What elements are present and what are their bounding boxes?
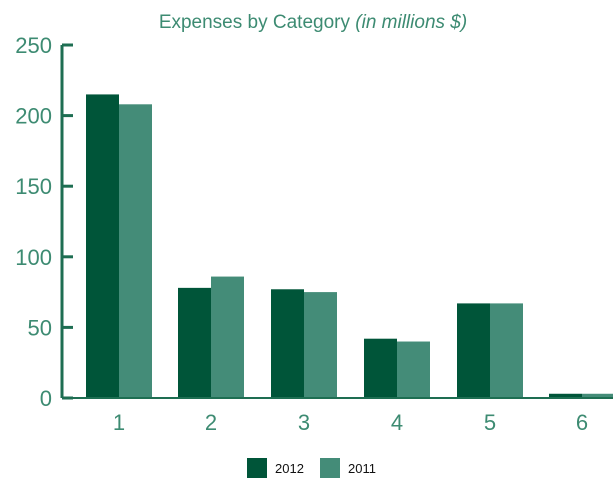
bar-2012-cat-3: [271, 289, 304, 398]
legend-swatch-2012: [247, 458, 267, 478]
bar-2011-cat-5: [490, 303, 523, 398]
chart-title-main: Expenses by Category: [159, 12, 351, 33]
plot-area: 0 50 100 150 200 250 1 2 3 4 5 6: [15, 33, 613, 435]
legend-label-2012: 2012: [275, 461, 304, 476]
bar-2012-cat-5: [457, 303, 490, 398]
y-tick-label: 150: [15, 174, 52, 199]
legend: 2012 2011: [247, 458, 376, 478]
x-tick-label: 5: [484, 410, 496, 435]
chart-subtitle: (in millions $): [355, 12, 467, 33]
bar-2012-cat-2: [178, 287, 211, 398]
bar-2011-cat-6: [582, 393, 613, 398]
chart-title: Expenses by Category (in millions $): [159, 12, 467, 33]
bar-2011-cat-3: [304, 292, 337, 398]
bar-2011-cat-1: [119, 104, 152, 398]
y-tick-label: 50: [28, 315, 52, 340]
y-tick-label: 0: [40, 386, 52, 411]
y-tick-label: 250: [15, 33, 52, 58]
bar-2012-cat-1: [86, 94, 119, 399]
bar-2012-cat-4: [364, 338, 397, 398]
legend-label-2011: 2011: [348, 461, 376, 476]
x-tick-label: 6: [576, 410, 588, 435]
bar-2011-cat-2: [211, 276, 244, 398]
x-tick-label: 2: [205, 410, 217, 435]
x-tick-label: 4: [391, 410, 403, 435]
x-tick-label: 1: [113, 410, 125, 435]
bar-2012-cat-6: [549, 393, 582, 398]
x-tick-label: 3: [298, 410, 310, 435]
legend-swatch-2011: [320, 458, 340, 478]
y-tick-label: 100: [15, 245, 52, 270]
bar-2011-cat-4: [397, 341, 430, 398]
y-tick-label: 200: [15, 104, 52, 129]
